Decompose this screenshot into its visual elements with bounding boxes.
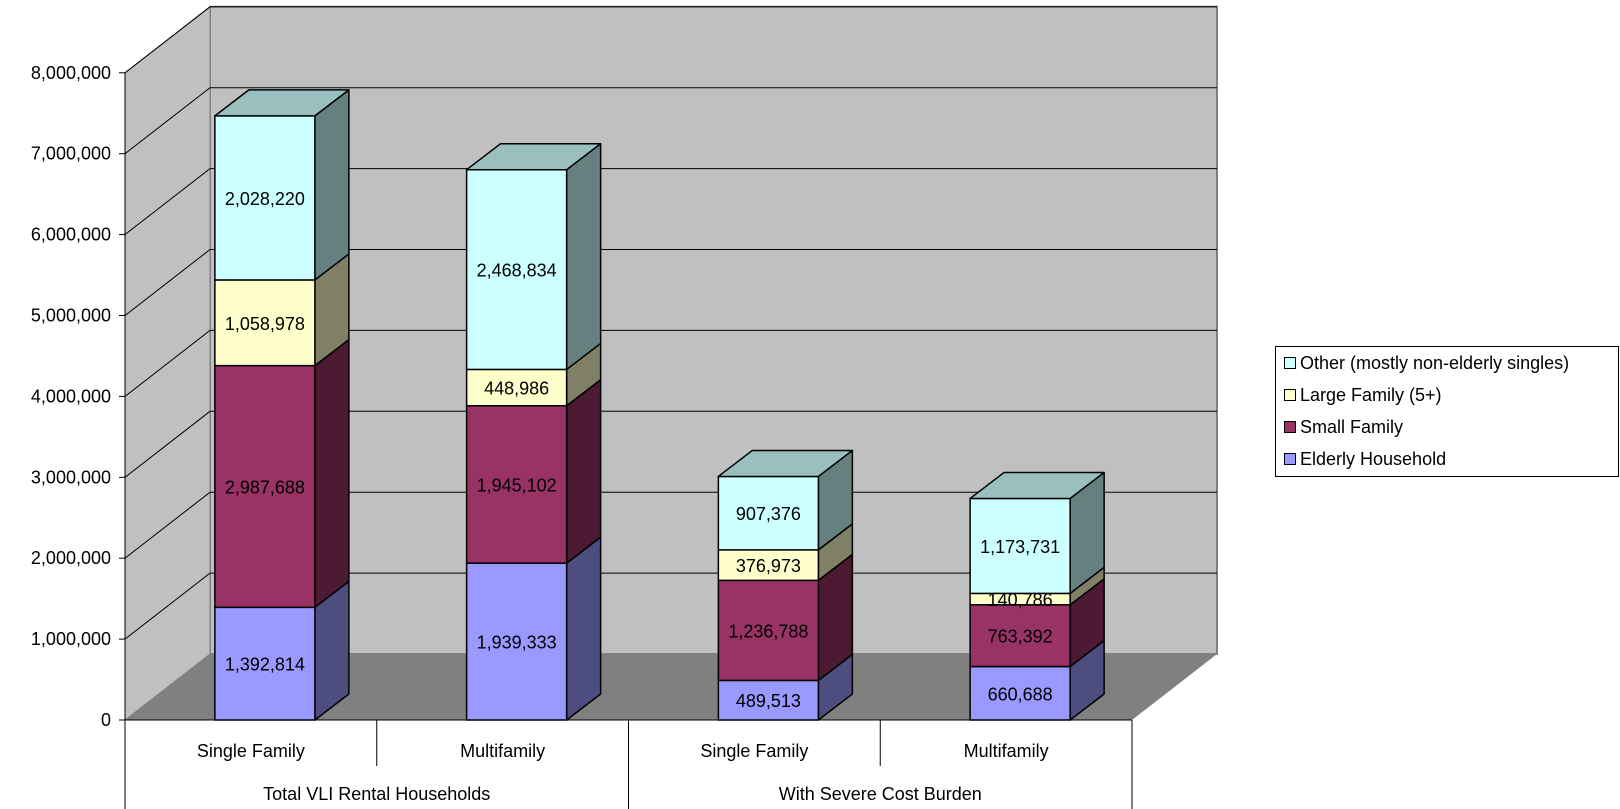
gridline xyxy=(124,249,1217,316)
data-label: 448,986 xyxy=(484,379,549,399)
y-tick-label: 4,000,000 xyxy=(31,386,111,406)
bar-side xyxy=(314,338,350,609)
legend-swatch-small-family xyxy=(1284,421,1296,433)
x-tick-label: Single Family xyxy=(700,741,808,761)
data-label: 1,236,788 xyxy=(728,621,808,641)
y-tick-label: 2,000,000 xyxy=(31,548,111,568)
y-tick-label: 7,000,000 xyxy=(31,144,111,164)
x-group-label: Total VLI Rental Households xyxy=(263,784,490,804)
bar-segment xyxy=(214,279,316,367)
gridline xyxy=(124,410,1217,478)
data-label: 1,058,978 xyxy=(225,314,305,334)
bar-segment xyxy=(969,497,1071,595)
legend-item-other: Other (mostly non-elderly singles) xyxy=(1284,353,1569,373)
legend-label-elderly: Elderly Household xyxy=(1300,448,1447,469)
legend-item-small-family: Small Family xyxy=(1284,417,1403,437)
gridline xyxy=(124,329,1217,397)
x-tick-label: Single Family xyxy=(197,741,305,761)
legend-swatch-elderly xyxy=(1284,453,1296,465)
data-label: 489,513 xyxy=(736,691,801,711)
bar-segment xyxy=(969,665,1071,721)
bar-segment xyxy=(717,679,820,721)
data-label: 376,973 xyxy=(736,556,801,576)
legend-label-small-family: Small Family xyxy=(1300,416,1404,437)
legend-item-elderly: Elderly Household xyxy=(1284,449,1446,469)
bar-segment xyxy=(465,404,568,564)
x-tick-label: Multifamily xyxy=(460,741,545,761)
legend-swatch-other xyxy=(1284,357,1296,369)
legend-label-other: Other (mostly non-elderly singles) xyxy=(1300,352,1570,373)
data-label: 2,987,688 xyxy=(225,477,305,497)
bar-top xyxy=(214,89,350,117)
bar-segment xyxy=(969,604,1071,668)
data-label: 140,786 xyxy=(988,590,1053,610)
bar-side xyxy=(565,142,602,371)
bar-segment xyxy=(465,562,568,721)
bar-segment xyxy=(717,475,820,551)
data-label: 1,173,731 xyxy=(980,537,1060,557)
gridline xyxy=(124,572,1217,640)
gridline xyxy=(124,6,1217,74)
bar-side xyxy=(314,89,350,281)
x-tick-label: Multifamily xyxy=(964,741,1049,761)
gridline xyxy=(124,491,1217,559)
y-tick-label: 8,000,000 xyxy=(31,63,111,83)
bar-top xyxy=(465,142,602,171)
data-label: 763,392 xyxy=(988,627,1053,647)
gridline xyxy=(124,87,1217,155)
bar-side xyxy=(565,536,602,721)
data-label: 1,392,814 xyxy=(225,655,305,675)
x-group-label: With Severe Cost Burden xyxy=(779,784,982,804)
y-tick-label: 1,000,000 xyxy=(31,629,111,649)
data-label: 660,688 xyxy=(988,684,1053,704)
gridline xyxy=(124,168,1217,235)
legend-item-large-family: Large Family (5+) xyxy=(1284,385,1442,405)
chart-legend: Other (mostly non-elderly singles) Large… xyxy=(1275,346,1619,477)
floor xyxy=(125,654,1217,720)
y-tick-label: 5,000,000 xyxy=(31,306,111,326)
legend-swatch-large-family xyxy=(1284,389,1296,401)
data-label: 2,468,834 xyxy=(477,261,557,281)
data-label: 1,939,333 xyxy=(477,633,557,653)
bar-segment xyxy=(717,579,820,682)
y-tick-label: 0 xyxy=(101,710,111,730)
data-label: 2,028,220 xyxy=(225,189,305,209)
bar-side xyxy=(565,378,602,564)
data-label: 1,945,102 xyxy=(477,475,557,495)
legend-label-large-family: Large Family (5+) xyxy=(1300,384,1442,405)
data-label: 907,376 xyxy=(736,504,801,524)
bar-segment xyxy=(214,606,316,721)
y-tick-label: 6,000,000 xyxy=(31,225,111,245)
bar-segment xyxy=(465,168,568,371)
bar-top xyxy=(717,449,854,478)
bar-segment xyxy=(214,115,316,281)
y-tick-label: 3,000,000 xyxy=(31,467,111,487)
bar-top xyxy=(969,471,1105,500)
